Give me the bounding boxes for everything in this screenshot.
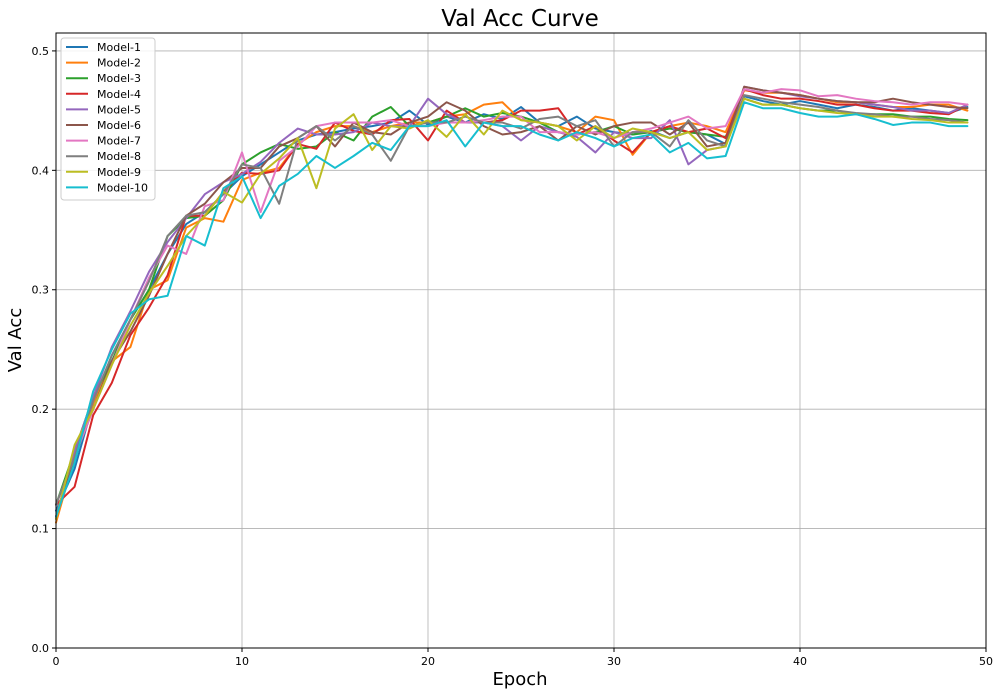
x-tick-label: 50 — [979, 655, 993, 668]
series-line-model-2 — [56, 90, 967, 522]
x-tick-label: 40 — [793, 655, 807, 668]
legend: Model-1 Model-2 Model-3 Model-4 Model-5 Model… — [61, 38, 155, 200]
series-lines — [56, 87, 967, 523]
legend-label: Model-3 — [97, 72, 141, 85]
x-tick-label: 20 — [421, 655, 435, 668]
y-tick-label: 0.3 — [32, 284, 50, 297]
legend-label: Model-6 — [97, 119, 141, 132]
series-line-model-7 — [56, 89, 967, 505]
legend-label: Model-7 — [97, 135, 141, 148]
series-line-model-9 — [56, 99, 967, 519]
legend-label: Model-1 — [97, 41, 141, 54]
series-line-model-1 — [56, 96, 967, 510]
series-line-model-3 — [56, 99, 967, 505]
y-tick-label: 0.2 — [32, 403, 50, 416]
series-line-model-10 — [56, 102, 967, 516]
legend-label: Model-10 — [97, 181, 148, 194]
x-tick-label: 10 — [235, 655, 249, 668]
y-tick-label: 0.1 — [32, 523, 50, 536]
legend-label: Model-9 — [97, 166, 141, 179]
legend-label: Model-8 — [97, 150, 141, 163]
x-tick-label: 0 — [53, 655, 60, 668]
x-tick-label: 30 — [607, 655, 621, 668]
y-tick-label: 0.5 — [32, 45, 50, 58]
series-line-model-5 — [56, 87, 967, 517]
series-line-model-8 — [56, 95, 967, 505]
axis-ticks: 0 10 20 30 40 50 0.0 0.1 0.2 0.3 0.4 0.5 — [32, 45, 994, 668]
series-line-model-4 — [56, 89, 967, 505]
x-axis-label: Epoch — [492, 669, 547, 690]
y-axis-label: Val Acc — [5, 308, 26, 372]
legend-label: Model-2 — [97, 57, 141, 70]
series-line-model-6 — [56, 87, 967, 517]
chart-title: Val Acc Curve — [441, 6, 599, 32]
y-tick-label: 0.4 — [32, 164, 50, 177]
y-tick-label: 0.0 — [32, 642, 50, 655]
legend-label: Model-4 — [97, 88, 141, 101]
legend-label: Model-5 — [97, 103, 141, 116]
